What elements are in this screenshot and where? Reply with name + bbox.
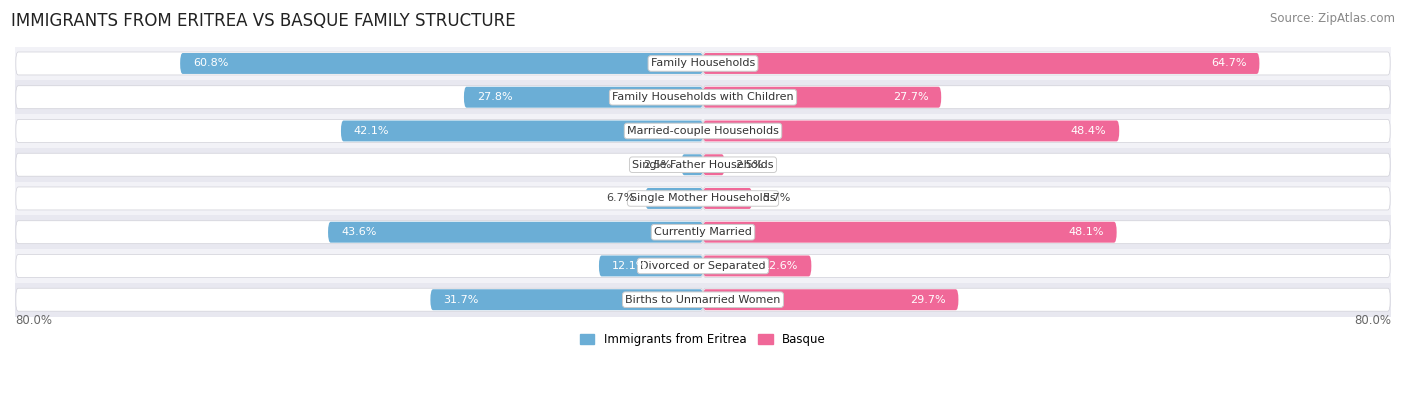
Text: 2.5%: 2.5%: [735, 160, 763, 170]
FancyBboxPatch shape: [703, 222, 1116, 243]
FancyBboxPatch shape: [703, 221, 1391, 244]
FancyBboxPatch shape: [328, 222, 703, 243]
FancyBboxPatch shape: [599, 256, 703, 276]
FancyBboxPatch shape: [703, 188, 752, 209]
Text: 27.8%: 27.8%: [477, 92, 512, 102]
FancyBboxPatch shape: [15, 120, 703, 143]
FancyBboxPatch shape: [430, 289, 703, 310]
Text: 48.1%: 48.1%: [1069, 227, 1104, 237]
FancyBboxPatch shape: [703, 52, 1391, 75]
Legend: Immigrants from Eritrea, Basque: Immigrants from Eritrea, Basque: [575, 329, 831, 351]
FancyBboxPatch shape: [645, 188, 703, 209]
FancyBboxPatch shape: [15, 283, 1391, 316]
FancyBboxPatch shape: [15, 249, 1391, 283]
Text: 31.7%: 31.7%: [443, 295, 478, 305]
Text: Family Households: Family Households: [651, 58, 755, 68]
Text: 64.7%: 64.7%: [1211, 58, 1247, 68]
FancyBboxPatch shape: [180, 53, 703, 74]
Text: 12.6%: 12.6%: [763, 261, 799, 271]
FancyBboxPatch shape: [703, 53, 1260, 74]
FancyBboxPatch shape: [15, 288, 703, 311]
FancyBboxPatch shape: [15, 148, 1391, 182]
FancyBboxPatch shape: [703, 187, 1391, 210]
FancyBboxPatch shape: [703, 153, 1391, 176]
FancyBboxPatch shape: [15, 52, 703, 75]
Text: 5.7%: 5.7%: [762, 194, 790, 203]
FancyBboxPatch shape: [15, 254, 703, 277]
Text: 43.6%: 43.6%: [340, 227, 377, 237]
Text: 48.4%: 48.4%: [1071, 126, 1107, 136]
FancyBboxPatch shape: [703, 120, 1119, 141]
Text: Married-couple Households: Married-couple Households: [627, 126, 779, 136]
FancyBboxPatch shape: [464, 87, 703, 108]
Text: 80.0%: 80.0%: [15, 314, 52, 327]
FancyBboxPatch shape: [703, 289, 959, 310]
FancyBboxPatch shape: [703, 256, 811, 276]
FancyBboxPatch shape: [703, 86, 1391, 109]
Text: 42.1%: 42.1%: [354, 126, 389, 136]
Text: 27.7%: 27.7%: [893, 92, 928, 102]
FancyBboxPatch shape: [15, 182, 1391, 215]
FancyBboxPatch shape: [15, 114, 1391, 148]
Text: 60.8%: 60.8%: [193, 58, 228, 68]
Text: 29.7%: 29.7%: [910, 295, 945, 305]
Text: Divorced or Separated: Divorced or Separated: [640, 261, 766, 271]
FancyBboxPatch shape: [15, 187, 703, 210]
FancyBboxPatch shape: [15, 153, 703, 176]
Text: Family Households with Children: Family Households with Children: [612, 92, 794, 102]
FancyBboxPatch shape: [15, 80, 1391, 114]
FancyBboxPatch shape: [15, 221, 703, 244]
FancyBboxPatch shape: [703, 154, 724, 175]
Text: Currently Married: Currently Married: [654, 227, 752, 237]
FancyBboxPatch shape: [15, 86, 703, 109]
Text: 80.0%: 80.0%: [1354, 314, 1391, 327]
Text: Single Father Households: Single Father Households: [633, 160, 773, 170]
Text: 12.1%: 12.1%: [612, 261, 647, 271]
FancyBboxPatch shape: [703, 120, 1391, 143]
FancyBboxPatch shape: [340, 120, 703, 141]
FancyBboxPatch shape: [682, 154, 703, 175]
FancyBboxPatch shape: [15, 47, 1391, 80]
Text: IMMIGRANTS FROM ERITREA VS BASQUE FAMILY STRUCTURE: IMMIGRANTS FROM ERITREA VS BASQUE FAMILY…: [11, 12, 516, 30]
FancyBboxPatch shape: [703, 288, 1391, 311]
Text: Single Mother Households: Single Mother Households: [630, 194, 776, 203]
FancyBboxPatch shape: [703, 87, 941, 108]
Text: Source: ZipAtlas.com: Source: ZipAtlas.com: [1270, 12, 1395, 25]
Text: 6.7%: 6.7%: [606, 194, 636, 203]
Text: Births to Unmarried Women: Births to Unmarried Women: [626, 295, 780, 305]
FancyBboxPatch shape: [703, 254, 1391, 277]
Text: 2.5%: 2.5%: [643, 160, 671, 170]
FancyBboxPatch shape: [15, 215, 1391, 249]
